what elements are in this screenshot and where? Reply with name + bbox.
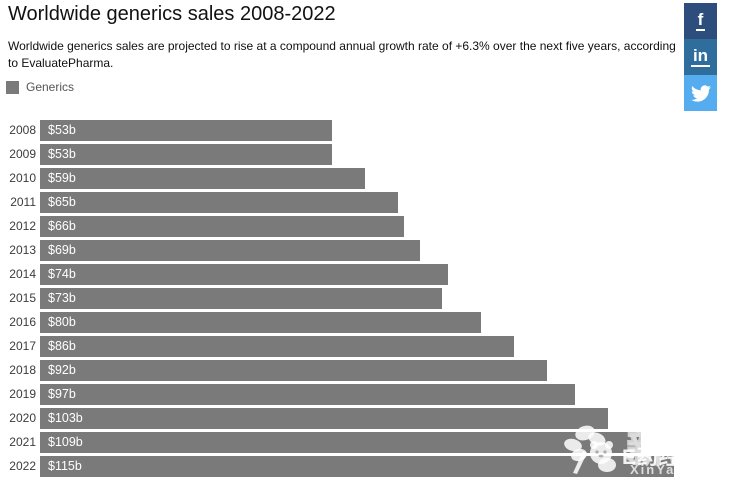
chart-row: 2021 $109b <box>0 430 739 454</box>
bar-generics-2020: $103b <box>40 407 608 429</box>
year-label: 2009 <box>9 147 36 161</box>
legend-label: Generics <box>26 80 75 94</box>
bar-value-label: $109b <box>48 435 83 449</box>
bar-generics-2014: $74b <box>40 263 448 285</box>
bar-generics-2019: $97b <box>40 383 575 405</box>
chart-row: 2012 $66b <box>0 214 739 238</box>
chart-title: Worldwide generics sales 2008-2022 <box>8 3 336 25</box>
year-label: 2008 <box>9 123 36 137</box>
chart-row: 2015 $73b <box>0 286 739 310</box>
bar-value-label: $53b <box>48 123 76 137</box>
bar-value-label: $65b <box>48 195 76 209</box>
year-label: 2011 <box>10 195 36 209</box>
bar-generics-2022: $115b <box>40 455 674 477</box>
bar-generics-2011: $65b <box>40 191 398 213</box>
chart-row: 2017 $86b <box>0 334 739 358</box>
twitter-icon <box>690 84 711 102</box>
bar-chart: 2008 $53b 2009 $53b 2010 $59b 2011 $65b 2012 $66b… <box>0 118 739 478</box>
year-label: 2019 <box>9 387 36 401</box>
bar-value-label: $73b <box>48 291 76 305</box>
bar-value-label: $66b <box>48 219 76 233</box>
bar-value-label: $80b <box>48 315 76 329</box>
year-label: 2022 <box>9 459 36 473</box>
chart-row: 2009 $53b <box>0 142 739 166</box>
chart-row: 2014 $74b <box>0 262 739 286</box>
bar-generics-2012: $66b <box>40 215 404 237</box>
chart-row: 2011 $65b <box>0 190 739 214</box>
facebook-icon: f <box>695 10 706 31</box>
legend-swatch-generics <box>6 80 19 94</box>
chart-row: 2010 $59b <box>0 166 739 190</box>
chart-row: 2018 $92b <box>0 358 739 382</box>
bar-value-label: $103b <box>48 411 83 425</box>
year-label: 2021 <box>9 435 36 449</box>
chart-row: 2008 $53b <box>0 118 739 142</box>
bar-value-label: $115b <box>48 459 82 473</box>
chart-row: 2019 $97b <box>0 382 739 406</box>
bar-generics-2015: $73b <box>40 287 442 309</box>
year-label: 2018 <box>9 363 36 377</box>
bar-generics-2017: $86b <box>40 335 514 357</box>
bar-value-label: $86b <box>48 339 76 353</box>
bar-value-label: $97b <box>48 387 76 401</box>
bar-generics-2009: $53b <box>40 143 332 165</box>
chart-subtitle: Worldwide generics sales are projected t… <box>8 39 676 71</box>
bar-value-label: $69b <box>48 243 76 257</box>
bar-generics-2021: $109b <box>40 431 641 453</box>
bar-generics-2013: $69b <box>40 239 420 261</box>
chart-row: 2022 $115b <box>0 454 739 478</box>
chart-row: 2020 $103b <box>0 406 739 430</box>
twitter-share-button[interactable] <box>684 75 717 111</box>
year-label: 2017 <box>9 339 36 353</box>
year-label: 2016 <box>9 315 36 329</box>
year-label: 2013 <box>9 243 36 257</box>
bar-value-label: $74b <box>48 267 76 281</box>
linkedin-icon: in <box>690 46 711 67</box>
year-label: 2012 <box>9 219 36 233</box>
share-toolbar: f in <box>684 3 717 111</box>
chart-legend: Generics <box>6 80 74 94</box>
bar-generics-2010: $59b <box>40 167 365 189</box>
year-label: 2014 <box>9 267 36 281</box>
bar-value-label: $59b <box>48 171 76 185</box>
linkedin-share-button[interactable]: in <box>684 39 717 75</box>
year-label: 2020 <box>9 411 36 425</box>
chart-row: 2016 $80b <box>0 310 739 334</box>
bar-generics-2016: $80b <box>40 311 481 333</box>
bar-value-label: $92b <box>48 363 76 377</box>
chart-row: 2013 $69b <box>0 238 739 262</box>
year-label: 2010 <box>9 171 36 185</box>
bar-value-label: $53b <box>48 147 76 161</box>
year-label: 2015 <box>9 291 36 305</box>
bar-generics-2018: $92b <box>40 359 547 381</box>
facebook-share-button[interactable]: f <box>684 3 717 39</box>
bar-generics-2008: $53b <box>40 119 332 141</box>
